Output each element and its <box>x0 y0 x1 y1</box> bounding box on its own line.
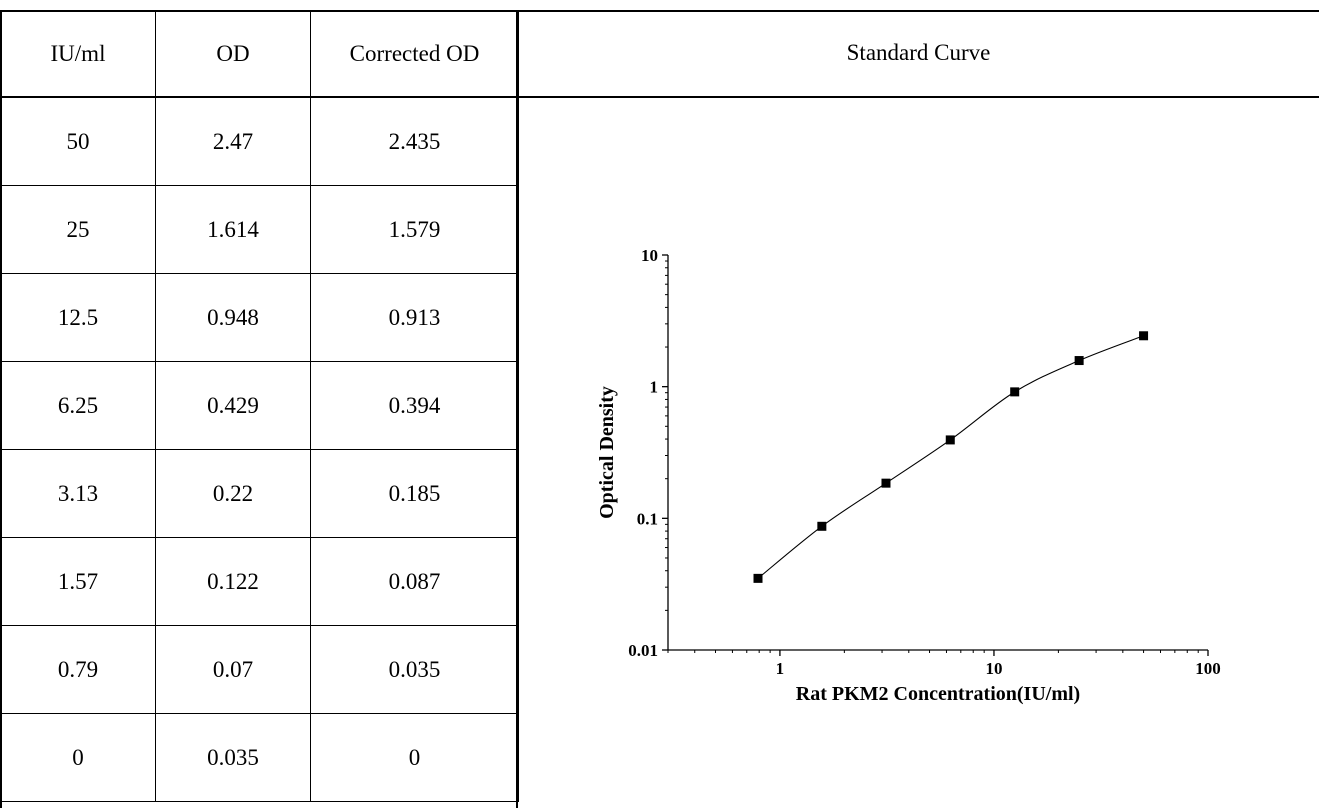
cell-od: 0.07 <box>155 625 311 714</box>
cell-corrected-od: 0.035 <box>310 625 519 714</box>
table-row: 25 1.614 1.579 <box>0 185 519 274</box>
page-title-fragment <box>430 0 1319 6</box>
cell-concentration: 1.57 <box>0 537 156 626</box>
cell-corrected-od: 0 <box>310 713 519 802</box>
cell-od: 0.22 <box>155 449 311 538</box>
table-row: 0.79 0.07 0.035 <box>0 625 519 714</box>
data-point <box>1074 356 1084 366</box>
table-header-row: IU/ml OD Corrected OD <box>0 10 519 98</box>
table-row: 12.5 0.948 0.913 <box>0 273 519 362</box>
table-right-border <box>516 10 518 808</box>
cell-od: 0.948 <box>155 273 311 362</box>
cell-concentration: 50 <box>0 97 156 186</box>
data-point <box>1139 331 1149 341</box>
series-line <box>757 335 1144 579</box>
cell-corrected-od: 2.435 <box>310 97 519 186</box>
table-row: 3.13 0.22 0.185 <box>0 449 519 538</box>
x-axis-title: Rat PKM2 Concentration(IU/ml) <box>796 683 1080 705</box>
table-row: 50 2.47 2.435 <box>0 97 519 186</box>
cell-corrected-od: 0.394 <box>310 361 519 450</box>
data-point <box>881 478 891 488</box>
table-row: 0 0.035 0 <box>0 713 519 802</box>
x-tick-label: 10 <box>985 659 1002 678</box>
cell-corrected-od: 1.579 <box>310 185 519 274</box>
cell-od: 0.429 <box>155 361 311 450</box>
y-axis-title: Optical Density <box>596 386 618 519</box>
cell-concentration: 3.13 <box>0 449 156 538</box>
cell-corrected-od: 0.913 <box>310 273 519 362</box>
standard-curve-heading: Standard Curve <box>846 40 991 65</box>
data-point <box>1010 387 1020 397</box>
top-border <box>0 10 1319 12</box>
cell-concentration: 0.79 <box>0 625 156 714</box>
standard-data-table: IU/ml OD Corrected OD 50 2.47 2.435 25 1… <box>0 10 519 802</box>
y-tick-label: 10 <box>641 246 658 265</box>
y-tick-label: 1 <box>650 378 659 397</box>
data-point <box>753 573 763 583</box>
x-tick-label: 100 <box>1195 659 1221 678</box>
cell-corrected-od: 0.185 <box>310 449 519 538</box>
cell-concentration: 12.5 <box>0 273 156 362</box>
header-corrected-od: Corrected OD <box>310 10 519 98</box>
y-tick-label: 0.01 <box>628 641 658 660</box>
cell-od: 1.614 <box>155 185 311 274</box>
cell-od: 0.035 <box>155 713 311 802</box>
header-concentration: IU/ml <box>0 10 156 98</box>
header-od: OD <box>155 10 311 98</box>
header-divider <box>0 96 1319 98</box>
cell-od: 0.122 <box>155 537 311 626</box>
standard-curve-panel: IU/ml OD Corrected OD 50 2.47 2.435 25 1… <box>0 10 1319 808</box>
cell-corrected-od: 0.087 <box>310 537 519 626</box>
cell-od: 2.47 <box>155 97 311 186</box>
cell-concentration: 25 <box>0 185 156 274</box>
cell-concentration: 0 <box>0 713 156 802</box>
x-tick-label: 1 <box>776 659 785 678</box>
table-row: 6.25 0.429 0.394 <box>0 361 519 450</box>
cell-concentration: 6.25 <box>0 361 156 450</box>
y-tick-label: 0.1 <box>637 509 658 528</box>
data-point <box>945 435 955 445</box>
table-row: 1.57 0.122 0.087 <box>0 537 519 626</box>
data-point <box>817 521 827 531</box>
standard-curve-chart: 0.01 0.1 1 10 1 10 100 Rat PKM2 Concentration(I… <box>596 246 1221 705</box>
